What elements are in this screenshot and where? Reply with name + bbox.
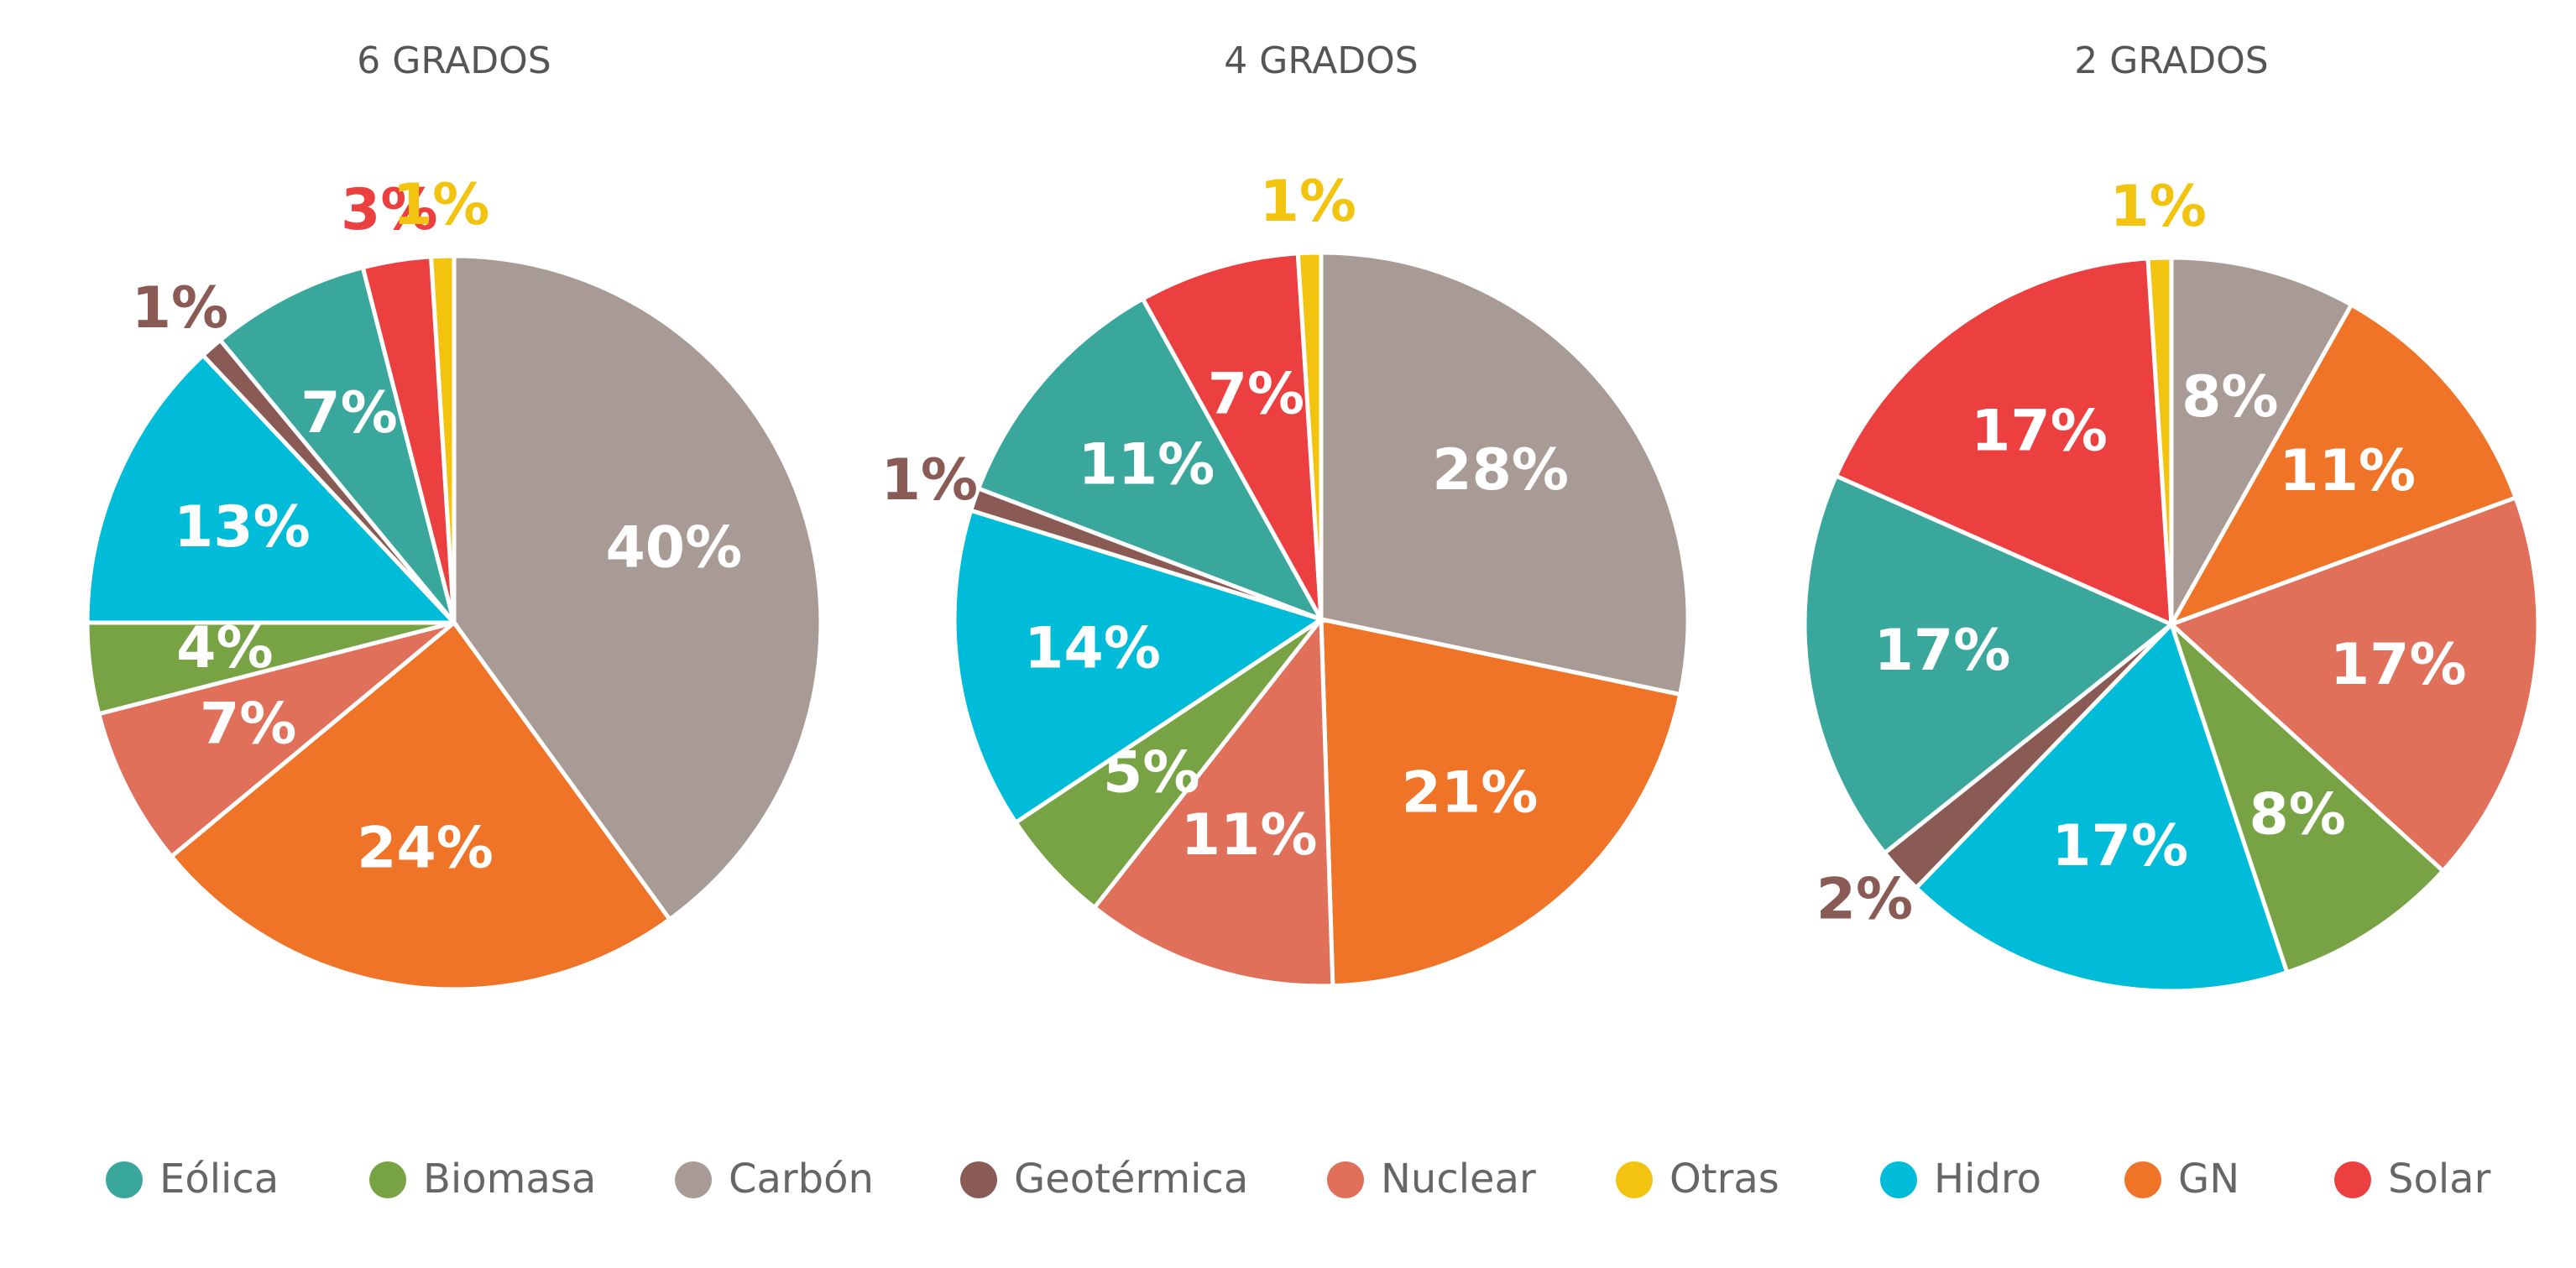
- data-label: 28%: [1432, 437, 1569, 504]
- data-label: 8%: [2249, 781, 2345, 848]
- pie-slice: [1913, 620, 2290, 994]
- data-label: 1%: [1260, 169, 1356, 235]
- pie-slice: [2166, 617, 2447, 975]
- data-label: 40%: [605, 514, 742, 581]
- pie-slice: [1802, 472, 2176, 856]
- data-label: 1%: [393, 172, 489, 238]
- legend-label: Carbón: [729, 1156, 874, 1203]
- pie-slice: [1140, 251, 1324, 621]
- data-label: 3%: [341, 177, 437, 243]
- data-label: 7%: [300, 380, 397, 446]
- pie-slice: [1833, 256, 2174, 628]
- data-label: 17%: [2051, 813, 2188, 879]
- data-label: 17%: [1874, 618, 2011, 684]
- data-label: 14%: [1024, 616, 1161, 682]
- pie-slice: [217, 264, 457, 624]
- data-label: 21%: [1402, 759, 1539, 826]
- data-label: 7%: [1208, 361, 1304, 427]
- pie-slice: [168, 619, 673, 992]
- legend-label: Nuclear: [1381, 1156, 1536, 1203]
- legend-label: Biomasa: [423, 1156, 596, 1203]
- legend-swatch: [1880, 1161, 1917, 1198]
- data-label: 7%: [200, 691, 296, 758]
- pie-slice: [1295, 250, 1324, 620]
- data-label: 1%: [132, 275, 228, 342]
- legend-label: Hidro: [1934, 1156, 2041, 1203]
- chart-title: 6 GRADOS: [357, 39, 551, 82]
- pie-slice: [96, 620, 456, 860]
- data-label: 17%: [1971, 399, 2108, 465]
- data-label: 17%: [2330, 632, 2467, 698]
- data-label: 11%: [1181, 802, 1318, 869]
- data-label: 11%: [2279, 438, 2416, 504]
- pie-slice: [2169, 255, 2354, 633]
- data-label: 13%: [174, 494, 311, 561]
- pie-slice: [1319, 250, 1690, 697]
- data-label: 1%: [2109, 174, 2206, 240]
- chart-title: 2 GRADOS: [2074, 39, 2268, 82]
- legend-swatch: [2124, 1161, 2161, 1198]
- data-label: 8%: [2182, 364, 2278, 430]
- legend-swatch: [1327, 1161, 1364, 1198]
- legend-swatch: [675, 1161, 712, 1198]
- legend-swatch: [106, 1161, 143, 1198]
- legend-swatch: [1616, 1161, 1653, 1198]
- pie-slice: [85, 352, 459, 625]
- legend-label: Otras: [1669, 1156, 1779, 1203]
- data-label: 1%: [881, 447, 978, 514]
- pie-slice: [428, 253, 457, 624]
- legend-label: Eólica: [159, 1156, 279, 1203]
- pie-slice: [975, 295, 1326, 624]
- pie-slice: [1091, 613, 1335, 989]
- legend-swatch: [369, 1161, 406, 1198]
- pie-slice: [2145, 255, 2174, 625]
- data-label: 4%: [176, 615, 273, 681]
- legend-label: Geotérmica: [1014, 1156, 1248, 1203]
- legend-label: GN: [2178, 1156, 2239, 1203]
- legend-label: Solar: [2388, 1156, 2491, 1203]
- data-label: 2%: [1816, 867, 1913, 933]
- chart-title: 4 GRADOS: [1224, 39, 1418, 82]
- data-label: 11%: [1079, 431, 1215, 498]
- pie-slice: [2166, 301, 2519, 629]
- legend-swatch: [960, 1161, 997, 1198]
- legend-swatch: [2334, 1161, 2371, 1198]
- pie-slice: [2167, 494, 2541, 874]
- pie-slice: [952, 508, 1326, 826]
- data-label: 24%: [357, 816, 494, 882]
- pie-slice: [1319, 616, 1683, 989]
- pie-slice: [452, 253, 823, 923]
